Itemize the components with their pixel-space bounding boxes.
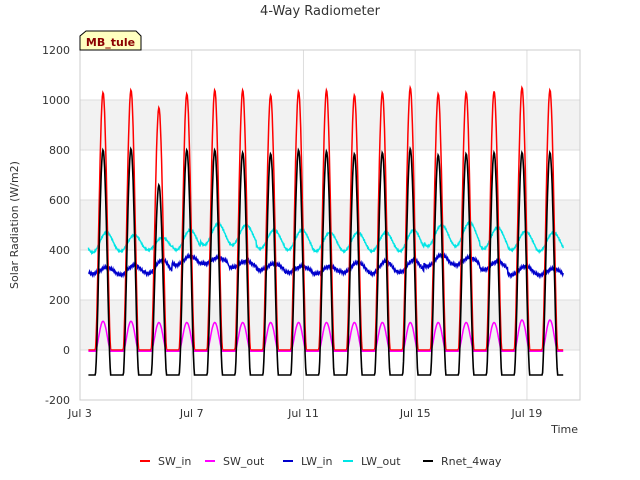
x-tick-label: Jul 15 [399,407,431,420]
y-tick-label: 1000 [42,94,70,107]
series-line-lw-out [87,220,564,256]
series-line-sw-out [88,319,564,353]
y-tick-labels: -200 0 200 400 600 800 1000 1200 [42,44,70,407]
y-tick-label: -200 [45,394,70,407]
x-tick-label: Jul 7 [179,407,204,420]
x-tick-label: Jul 3 [67,407,92,420]
y-tick-label: 400 [49,244,70,257]
legend-label: Rnet_4way [441,455,502,468]
x-axis-label: Time [550,423,578,436]
legend-label: SW_in [158,455,191,468]
x-tick-labels: Jul 3 Jul 7 Jul 11 Jul 15 Jul 19 [67,407,542,420]
series-line-sw-in [88,84,564,351]
series-group [87,84,564,376]
y-tick-label: 1200 [42,44,70,57]
x-tick-label: Jul 11 [287,407,319,420]
series-line-rnet-4way [88,146,564,376]
legend-label: SW_out [223,455,265,468]
y-tick-label: 600 [49,194,70,207]
site-label-box: MB_tule [79,30,142,51]
legend-label: LW_out [361,455,401,468]
grid-band [80,300,580,350]
chart-title: 4-Way Radiometer [260,4,381,19]
legend-label: LW_in [301,455,333,468]
plot-frame [79,49,581,401]
x-tick-label: Jul 19 [511,407,543,420]
grid-band [80,100,580,150]
y-axis-label: Solar Radiation (W/m2) [8,161,21,289]
series-line-lw-in [88,252,564,280]
y-tick-label: 200 [49,294,70,307]
legend: SW_in SW_out LW_in LW_out Rnet_4way [140,455,502,468]
y-tick-label: 800 [49,144,70,157]
site-label: MB_tule [86,36,135,49]
y-tick-label: 0 [63,344,70,357]
